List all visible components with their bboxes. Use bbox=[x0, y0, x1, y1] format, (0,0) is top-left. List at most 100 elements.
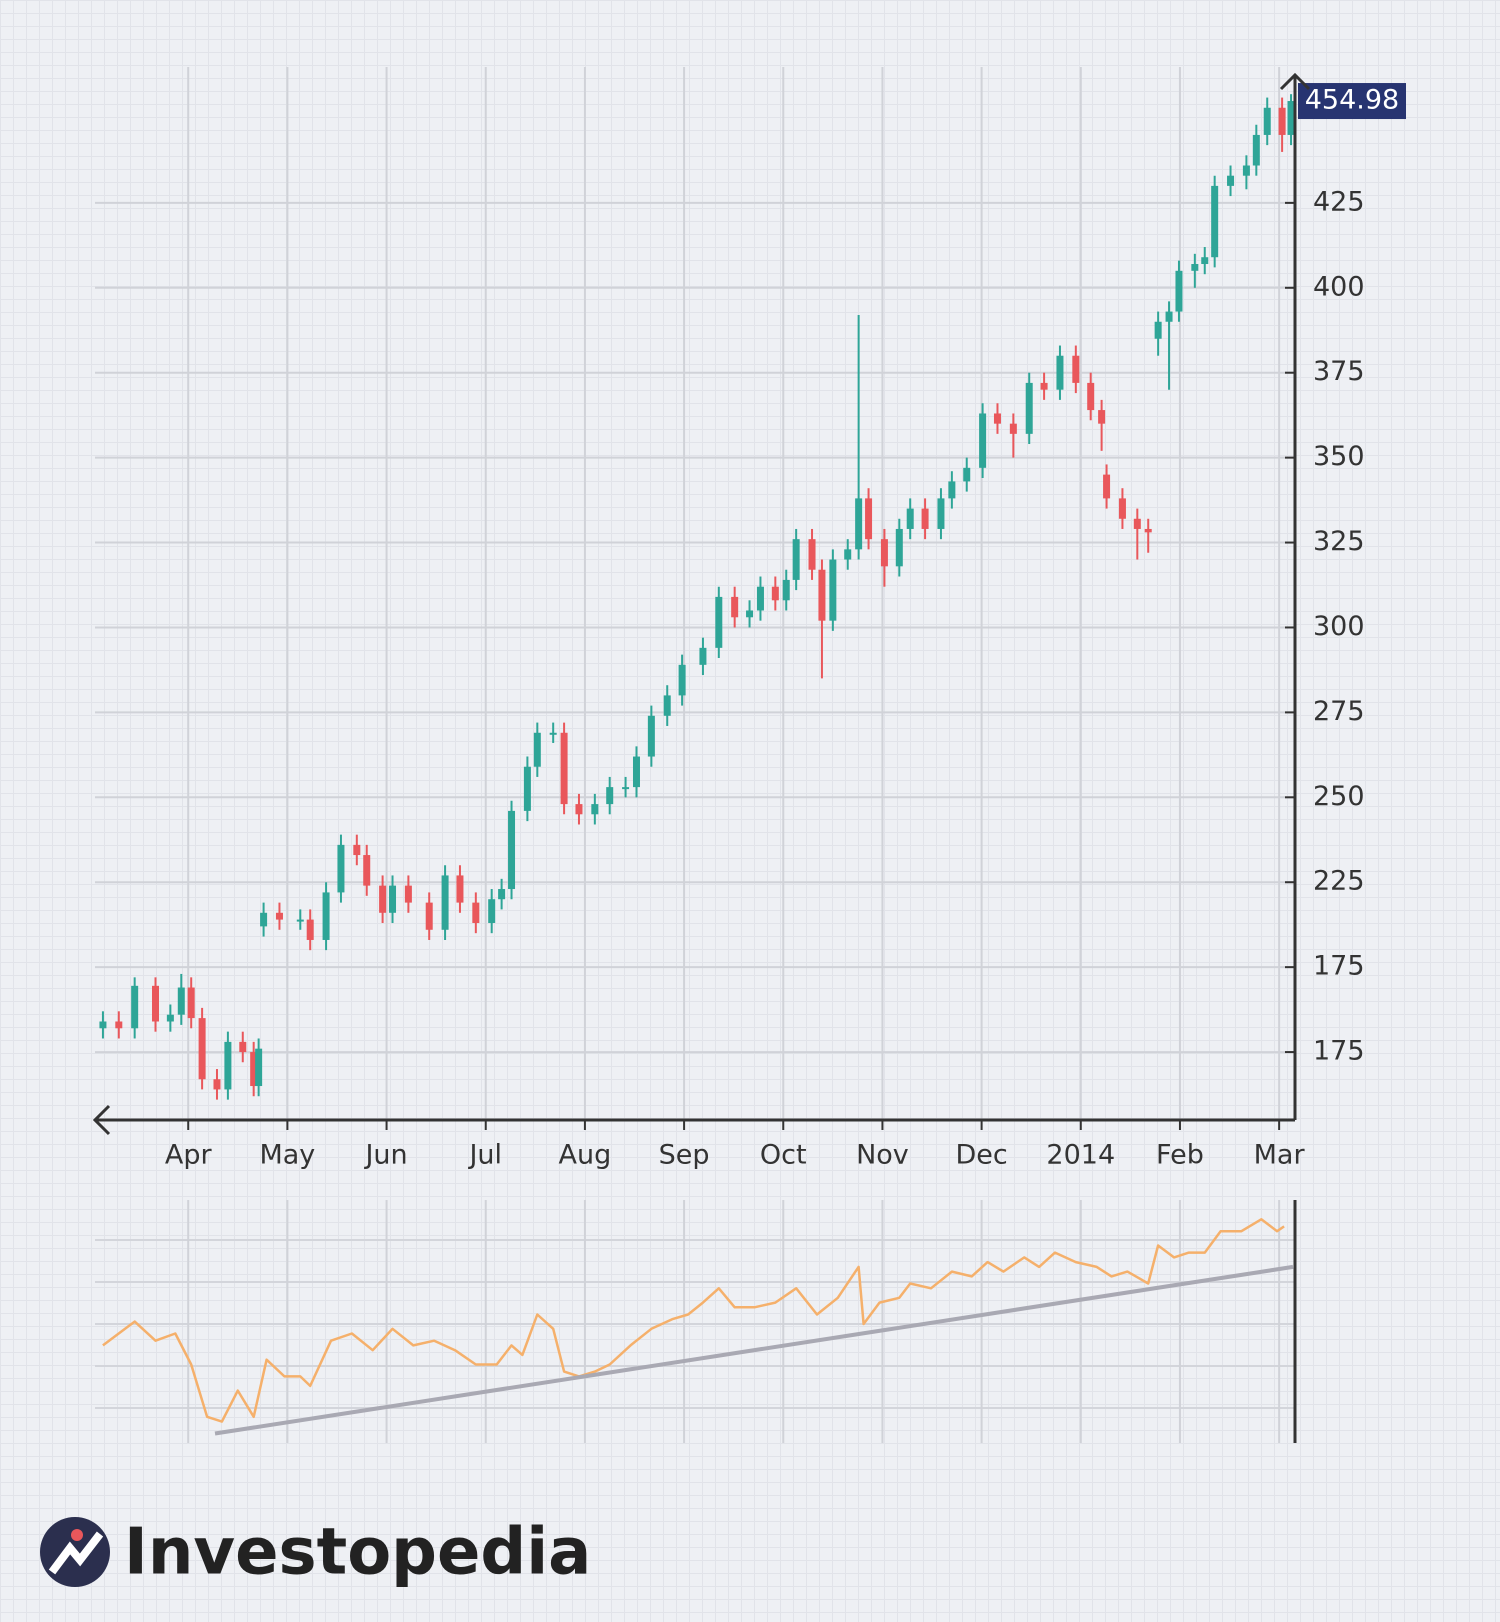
candle-body bbox=[115, 1021, 123, 1029]
candle-body bbox=[1072, 355, 1080, 383]
y-tick-label: 175 bbox=[1313, 951, 1365, 982]
candle-body bbox=[948, 481, 956, 499]
x-tick-label: Mar bbox=[1254, 1140, 1306, 1171]
candle-body bbox=[508, 810, 516, 890]
candle-body bbox=[575, 804, 583, 815]
y-tick-label: 350 bbox=[1313, 441, 1365, 472]
candle-body bbox=[131, 985, 139, 1029]
candle-body bbox=[715, 596, 723, 648]
candle-body bbox=[549, 732, 557, 735]
candle-body bbox=[306, 919, 314, 940]
candle-body bbox=[1278, 107, 1286, 135]
y-tick-label: 225 bbox=[1313, 866, 1365, 897]
candle-body bbox=[151, 985, 159, 1022]
candle-body bbox=[647, 715, 655, 757]
candle-body bbox=[379, 885, 387, 913]
candle-body bbox=[746, 610, 754, 618]
candle-body bbox=[1118, 498, 1126, 519]
candle-body bbox=[622, 787, 630, 790]
candle-body bbox=[213, 1079, 221, 1090]
candle-body bbox=[1103, 474, 1111, 499]
candle-body bbox=[187, 987, 195, 1019]
candle-body bbox=[829, 559, 837, 621]
candle-body bbox=[937, 498, 945, 529]
candle-body bbox=[337, 844, 345, 893]
x-tick-label: Sep bbox=[659, 1140, 710, 1171]
candle-body bbox=[322, 892, 330, 940]
candle-body bbox=[818, 569, 826, 621]
candle-body bbox=[260, 912, 268, 927]
x-axis-arrow bbox=[92, 1104, 111, 1136]
x-tick-label: 2014 bbox=[1046, 1140, 1115, 1171]
candle-body bbox=[1242, 165, 1250, 176]
candle-body bbox=[488, 899, 496, 923]
x-tick-label: Apr bbox=[165, 1140, 213, 1171]
y-tick-label: 250 bbox=[1313, 781, 1365, 812]
logo-text: Investopedia bbox=[124, 1516, 591, 1590]
candle-body bbox=[523, 766, 531, 811]
candle-body bbox=[441, 875, 449, 930]
candle-body bbox=[1133, 518, 1141, 529]
x-tick-label: Jul bbox=[467, 1140, 502, 1171]
candle-body bbox=[224, 1041, 232, 1090]
x-tick-label: Feb bbox=[1156, 1140, 1204, 1171]
candle-body bbox=[632, 756, 640, 788]
candle-body bbox=[1201, 257, 1209, 265]
candle-body bbox=[771, 586, 779, 601]
candle-body bbox=[498, 889, 506, 900]
logo-icon-dot bbox=[71, 1529, 83, 1541]
logo: Investopedia bbox=[40, 1516, 591, 1590]
candle-body bbox=[1040, 382, 1048, 390]
candle-body bbox=[255, 1048, 263, 1087]
candle-body bbox=[239, 1041, 247, 1053]
candle-body bbox=[1211, 185, 1219, 258]
candle-body bbox=[1287, 101, 1295, 135]
candle-body bbox=[921, 508, 929, 529]
price-label: 454.98 bbox=[1305, 85, 1399, 116]
candle-body bbox=[456, 875, 464, 903]
logo-icon-stroke bbox=[48, 1531, 104, 1575]
candle-body bbox=[1144, 528, 1152, 533]
candle-body bbox=[906, 508, 914, 529]
candle-body bbox=[1009, 423, 1017, 434]
x-tick-label: Nov bbox=[856, 1140, 909, 1171]
candle-body bbox=[1175, 270, 1183, 312]
candle-body bbox=[591, 804, 599, 815]
y-axis-arrow bbox=[1279, 72, 1311, 91]
candle-body bbox=[389, 885, 397, 913]
candle-body bbox=[865, 498, 873, 540]
y-tick-label: 400 bbox=[1313, 271, 1365, 302]
candle-body bbox=[678, 664, 686, 696]
candle-body bbox=[606, 787, 614, 805]
indicator-line bbox=[102, 1218, 1285, 1423]
candle-body bbox=[844, 549, 852, 560]
candle-body bbox=[353, 844, 361, 856]
candle-body bbox=[99, 1021, 107, 1029]
candle-body bbox=[782, 579, 790, 601]
candle-body bbox=[275, 912, 283, 920]
candle-body bbox=[296, 919, 304, 922]
y-tick-label: 175 bbox=[1313, 1036, 1365, 1067]
candle-body bbox=[855, 498, 863, 550]
candle-body bbox=[363, 855, 371, 886]
x-tick-label: Dec bbox=[955, 1140, 1007, 1171]
candle-body bbox=[756, 586, 764, 611]
y-tick-label: 275 bbox=[1313, 696, 1365, 727]
candle-body bbox=[663, 695, 671, 716]
y-tick-label: 425 bbox=[1313, 186, 1365, 217]
candle-body bbox=[1087, 382, 1095, 411]
x-tick-label: Aug bbox=[559, 1140, 612, 1171]
candle-body bbox=[1191, 264, 1199, 271]
candle-body bbox=[166, 1014, 174, 1022]
candle-body bbox=[1025, 382, 1033, 434]
candle-body bbox=[993, 413, 1001, 424]
candle-body bbox=[699, 647, 707, 665]
candle-body bbox=[1263, 107, 1271, 135]
candle-body bbox=[1227, 175, 1235, 186]
trend-line bbox=[214, 1264, 1294, 1436]
candle-body bbox=[404, 885, 412, 903]
candle-body bbox=[1056, 355, 1064, 390]
candle-body bbox=[963, 467, 971, 482]
